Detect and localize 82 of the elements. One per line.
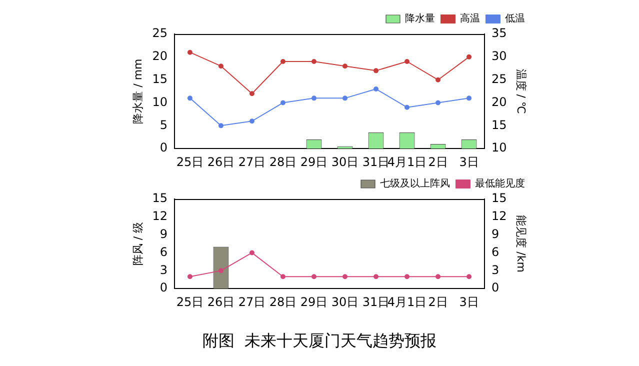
y2-tick-label: 9 [492, 226, 500, 241]
point [374, 86, 379, 92]
y-tick-label: 15 [152, 191, 168, 206]
x-tick-label: 30日 [331, 154, 359, 169]
y2-tick-label: 3 [492, 262, 500, 277]
point [436, 77, 441, 82]
y2-tick-label: 0 [492, 280, 500, 295]
text: 附图 未来十天厦门天气趋势预报 [201, 331, 438, 352]
x-tick-label: 26日 [207, 154, 235, 169]
point [374, 68, 379, 74]
point [342, 274, 348, 280]
x-tick-label: 3日 [459, 294, 479, 309]
x-tick-label: 26日 [207, 294, 235, 309]
y-tick-label: 15 [152, 72, 168, 86]
point [249, 118, 254, 124]
y-tick-label: 10 [152, 94, 168, 109]
y2-tick-label: 10 [492, 140, 507, 155]
y2-tick-label: 30 [492, 49, 507, 64]
legend-label: 高温 [460, 12, 480, 25]
y-tick-label: 6 [160, 244, 168, 259]
y2-tick-label: 20 [492, 94, 507, 109]
y-tick-label: 5 [160, 118, 168, 132]
y-tick-label: 12 [152, 209, 168, 224]
legend-label: 七级及以上阵风 [380, 178, 450, 190]
point [466, 54, 472, 60]
point [280, 274, 286, 280]
point [311, 274, 316, 280]
point [218, 123, 224, 128]
x-tick-label: 25日 [176, 154, 204, 169]
point [436, 100, 441, 106]
point [218, 64, 224, 69]
y2-tick-label: 15 [492, 191, 507, 206]
point [187, 96, 192, 101]
x-tick-label: 2日 [428, 154, 448, 169]
x-tick-label: 25日 [176, 294, 204, 309]
legend-label: 最低能见度 [475, 178, 525, 190]
x-tick-label: 4月1日 [387, 294, 427, 309]
x-tick-label: 2日 [428, 294, 448, 309]
point [218, 268, 224, 274]
point [342, 96, 348, 101]
x-tick-label: 30日 [331, 294, 359, 309]
legend-label: 低温 [505, 12, 525, 25]
point [342, 64, 348, 69]
legend-label: 降水量 [405, 12, 435, 25]
y-tick-label: 3 [160, 262, 168, 277]
point [249, 91, 254, 96]
x-tick-label: 27日 [238, 154, 266, 169]
y-axis-title: 降水量 / mm [131, 58, 144, 124]
x-tick-label: 29日 [300, 294, 328, 309]
x-tick-label: 3日 [459, 154, 479, 169]
y-tick-label: 9 [160, 226, 168, 241]
point [280, 59, 286, 64]
y-axis-title: 阵风 / 级 [131, 222, 144, 266]
x-tick-label: 27日 [238, 294, 266, 309]
point [436, 274, 441, 280]
point [187, 50, 192, 55]
x-tick-label: 29日 [300, 154, 328, 169]
point [404, 104, 410, 110]
point [311, 96, 316, 101]
y2-axis-title: 能见度 /km [514, 215, 528, 272]
y2-tick-label: 35 [492, 26, 507, 40]
y2-tick-label: 12 [492, 209, 507, 224]
point [466, 96, 472, 101]
x-tick-label: 28日 [269, 154, 297, 169]
y-tick-label: 0 [160, 280, 168, 295]
y2-axis-title: 温度 / ℃ [514, 68, 528, 114]
y-tick-label: 25 [152, 26, 168, 40]
point [280, 100, 286, 106]
point [249, 250, 254, 256]
y2-tick-label: 6 [492, 244, 500, 259]
y2-tick-label: 15 [492, 118, 507, 132]
point [404, 59, 410, 64]
x-tick-label: 28日 [269, 294, 297, 309]
y-tick-label: 20 [152, 49, 168, 64]
x-tick-label: 4月1日 [387, 154, 427, 169]
point [311, 59, 316, 64]
point [466, 274, 472, 280]
y2-tick-label: 25 [492, 72, 507, 86]
point [187, 274, 192, 280]
point [404, 274, 410, 280]
point [374, 274, 379, 280]
y-tick-label: 0 [160, 140, 168, 155]
